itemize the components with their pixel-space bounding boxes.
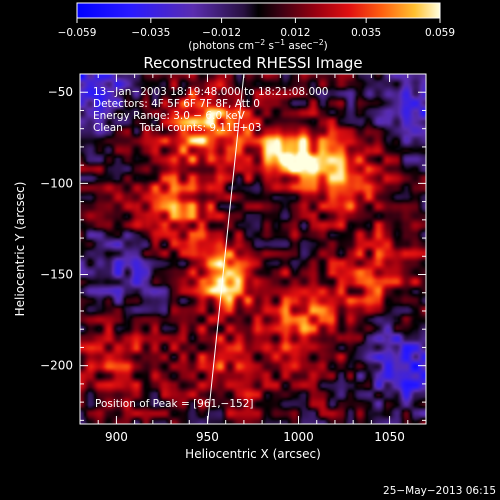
colorbar: −0.059 −0.035 −0.012 0.012 0.035 0.059 (photo… <box>58 2 455 52</box>
colorbar-tick-label: −0.035 <box>131 27 170 39</box>
peak-position-label: Position of Peak = [961,−152] <box>95 398 254 410</box>
colorbar-tick-label: −0.059 <box>58 27 97 39</box>
x-axis: 900 950 1000 1050 <box>79 74 427 444</box>
x-tick-label: 1000 <box>283 430 314 444</box>
y-tick-label: −100 <box>40 176 73 190</box>
colorbar-tick-label: 0.059 <box>425 27 455 39</box>
y-axis-label: Heliocentric Y (arcsec) <box>13 182 27 317</box>
solar-limb-line <box>206 74 245 424</box>
chart-title: Reconstructed RHESSI Image <box>143 54 362 72</box>
y-tick-label: −150 <box>40 268 73 282</box>
x-tick-label: 900 <box>105 430 128 444</box>
x-tick-label: 950 <box>196 430 219 444</box>
x-tick-label: 1050 <box>374 430 405 444</box>
info-time-range: 13−Jan−2003 18:19:48.000 to 18:21:08.000 <box>93 86 329 98</box>
info-detectors: Detectors: 4F 5F 6F 7F 8F, Att 0 <box>93 98 260 110</box>
colorbar-tick-label: 0.035 <box>351 27 381 39</box>
info-energy-range: Energy Range: 3.0 − 6.0 keV <box>93 110 246 122</box>
y-axis: −50 −100 −150 −200 <box>40 73 426 421</box>
footer-date: 25−May−2013 06:15 <box>383 485 496 497</box>
info-total-counts: Clean Total counts: 9.11E+03 <box>93 122 262 134</box>
observation-info: 13−Jan−2003 18:19:48.000 to 18:21:08.000… <box>93 86 329 134</box>
heatmap-image <box>80 74 426 424</box>
colorbar-unit-label: (photons cm−2 s−1 asec−2) <box>188 38 327 52</box>
x-axis-label: Heliocentric X (arcsec) <box>185 447 321 461</box>
colorbar-tick-label: 0.012 <box>280 27 310 39</box>
y-tick-label: −200 <box>40 359 73 373</box>
colorbar-tick-label: −0.012 <box>202 27 241 39</box>
y-tick-label: −50 <box>48 85 73 99</box>
plot-frame <box>79 73 427 425</box>
colorbar-gradient <box>76 2 441 19</box>
